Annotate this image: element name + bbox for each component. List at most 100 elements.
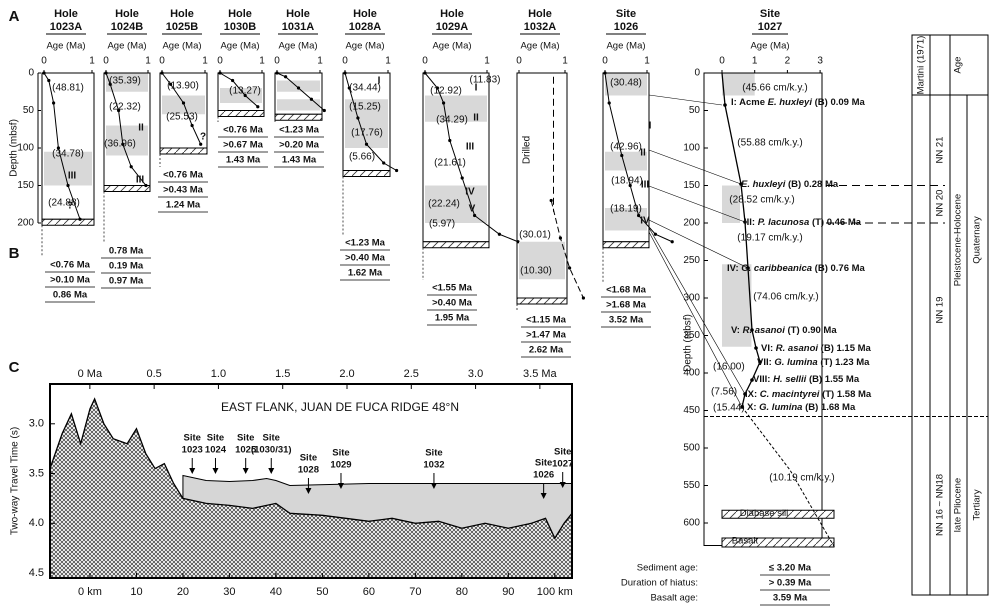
label: 1026 (614, 21, 638, 33)
basement (516, 297, 568, 305)
datum (256, 105, 260, 109)
label: 2.5 (404, 368, 419, 380)
event-num: IX: (745, 389, 757, 400)
label: 0 (103, 56, 109, 67)
label: 0 (422, 56, 428, 67)
arrow-head (242, 468, 249, 474)
label: V (469, 204, 476, 215)
datum (750, 328, 754, 332)
event-post: (T) 1.58 Ma (822, 389, 872, 400)
datum (218, 71, 222, 75)
datum (181, 101, 186, 105)
label: 100 km (537, 586, 573, 598)
event-label: VI: R. asanoi (B) 1.15 Ma (761, 343, 872, 354)
label: <1.15 Ma (526, 315, 567, 326)
label: Site (554, 447, 571, 458)
basalt (721, 537, 835, 548)
label: 1 (145, 56, 151, 67)
label: (22.24) (428, 199, 460, 210)
datum (322, 108, 326, 113)
event-species: H. sellii (773, 374, 807, 385)
label: (34.29) (436, 115, 468, 126)
label: 1028A (349, 21, 381, 33)
table-header: Martini (1971) (916, 36, 927, 95)
event-label: IV: G. caribbeanica (B) 0.76 Ma (727, 263, 866, 274)
label: 400 (683, 368, 700, 379)
datum (620, 153, 624, 158)
basement (159, 147, 208, 155)
event-species: R. asanoi (776, 343, 819, 354)
event-species: G. lumina (774, 357, 817, 368)
zone: NN 16 ~ NN18 (935, 474, 946, 536)
zone: NN 21 (935, 137, 946, 164)
label: 1.62 Ma (348, 268, 383, 279)
label: 0 (41, 56, 47, 67)
datum (670, 240, 674, 244)
arrow-head (212, 468, 219, 474)
connector (648, 149, 742, 185)
label: >0.20 Ma (279, 140, 320, 151)
label: II (138, 123, 144, 134)
datum (603, 71, 607, 75)
plot-frame (49, 383, 573, 579)
datum (199, 142, 203, 146)
label: (13.27) (229, 86, 261, 97)
label: 350 (683, 330, 700, 341)
basement (103, 185, 151, 192)
label: 50 (316, 586, 328, 598)
label: (12.92) (430, 86, 462, 97)
interval (605, 151, 647, 171)
label: 10 (130, 586, 142, 598)
label: 1028 (298, 465, 319, 476)
event-label: I: Acme E. huxleyi (B) 0.09 Ma (731, 97, 865, 108)
label: >0.10 Ma (50, 275, 91, 286)
label: 1025B (166, 21, 198, 33)
zone: NN 19 (935, 297, 946, 324)
datum (448, 138, 452, 143)
label: Age (Ma) (46, 41, 85, 52)
label: 1 (202, 56, 208, 67)
label: <1.23 Ma (279, 125, 320, 136)
label: 1031A (282, 21, 314, 33)
event-post: (B) 1.55 Ma (809, 374, 860, 385)
label: 1024B (111, 21, 143, 33)
label: 1026 (533, 470, 554, 481)
connector (648, 231, 743, 408)
datum (309, 97, 313, 101)
event-post: (B) 1.15 Ma (821, 343, 872, 354)
label: Hole (528, 8, 552, 20)
table-header: Age (953, 57, 964, 74)
datum (750, 378, 754, 382)
label: 1023A (50, 21, 82, 33)
label: 50 (23, 105, 35, 116)
event-label: X: G. lumina (B) 1.68 Ma (747, 402, 856, 413)
label: Sediment age: (637, 563, 698, 574)
label: (22.32) (109, 102, 141, 113)
label: >1.47 Ma (526, 330, 567, 341)
datum (473, 213, 477, 218)
label: 70 (409, 586, 421, 598)
datum (607, 101, 611, 105)
basement (422, 241, 490, 249)
label: (1030/31) (251, 445, 292, 456)
arrow-head (337, 483, 344, 489)
label: I (378, 76, 381, 87)
basement (41, 218, 95, 226)
label: <0.76 Ma (223, 125, 264, 136)
datum (108, 82, 112, 86)
event-species: R. asanoi (743, 325, 786, 336)
label: (19.17 cm/k.y.) (737, 233, 802, 244)
label: (34.78) (52, 149, 84, 160)
curve (344, 72, 397, 171)
label: C (9, 359, 20, 376)
label: 200 (683, 218, 700, 229)
label: 0.19 Ma (109, 261, 144, 272)
label: 1.43 Ma (226, 155, 261, 166)
label: IV (640, 216, 650, 227)
label: (21.61) (434, 158, 466, 169)
interval (44, 151, 92, 186)
label: (55.88 cm/k.y.) (737, 138, 802, 149)
label: III (641, 180, 650, 191)
interval (722, 185, 740, 223)
label: Age (Ma) (162, 41, 201, 52)
